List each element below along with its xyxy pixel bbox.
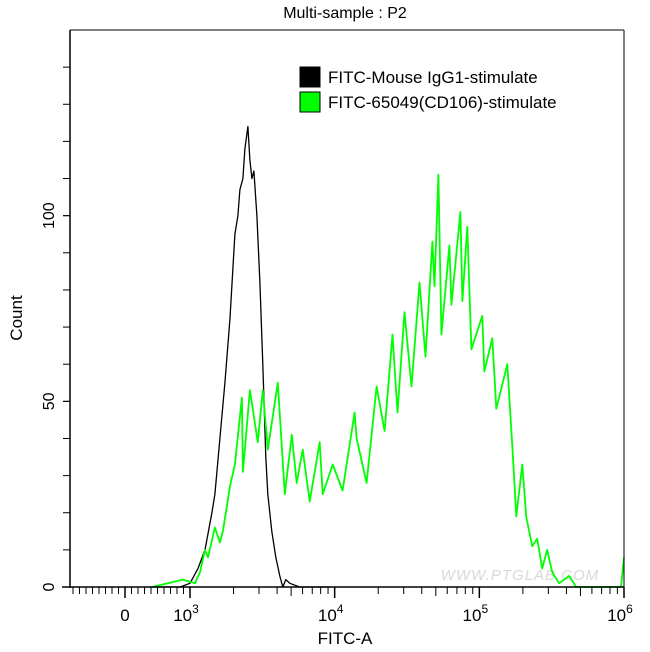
legend: FITC-Mouse IgG1-stimulate FITC-65049(CD10…: [299, 66, 557, 113]
series-line-2: [151, 173, 625, 588]
legend-swatch: [299, 91, 321, 113]
x-axis-label: FITC-A: [318, 629, 373, 648]
y-tick-label: 100: [41, 202, 58, 229]
plot-area: 0 50 100 0 103 104 105 106: [41, 29, 633, 625]
x-tick-label: 106: [607, 602, 633, 625]
y-axis-label: Count: [7, 295, 26, 341]
watermark: WWW.PTGLAB.COM: [441, 567, 599, 584]
x-tick-label: 0: [120, 606, 129, 625]
chart-title: Multi-sample : P2: [283, 5, 407, 22]
series-line-1: [150, 125, 330, 588]
y-tick-label: 0: [41, 582, 58, 591]
x-tick-label: 103: [173, 602, 199, 625]
legend-label: FITC-65049(CD106)-stimulate: [328, 93, 557, 112]
legend-swatch: [299, 66, 321, 88]
x-tick-label: 104: [318, 602, 344, 625]
x-tick-label: 105: [463, 602, 489, 625]
y-tick-label: 50: [41, 392, 58, 410]
legend-label: FITC-Mouse IgG1-stimulate: [328, 68, 538, 87]
